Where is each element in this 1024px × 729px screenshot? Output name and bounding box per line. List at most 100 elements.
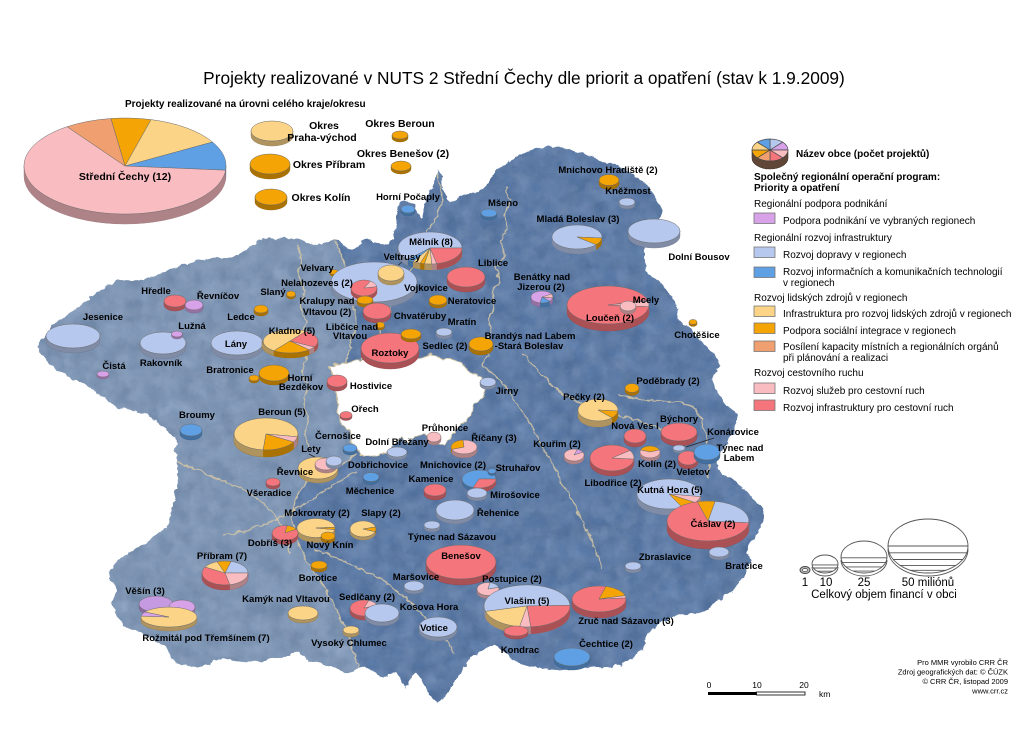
svg-text:Zbraslavice: Zbraslavice <box>639 552 691 563</box>
svg-text:Postupice (2): Postupice (2) <box>482 574 542 585</box>
svg-text:Týnec nad Sázavou: Týnec nad Sázavou <box>408 532 496 543</box>
svg-text:Rozvoj služeb pro cestovní ruc: Rozvoj služeb pro cestovní ruch <box>783 386 925 397</box>
svg-text:Sedlčany (2): Sedlčany (2) <box>339 592 395 603</box>
svg-text:Rozvoj dopravy v regionech: Rozvoj dopravy v regionech <box>783 250 906 261</box>
svg-text:-Stará Boleslav: -Stará Boleslav <box>495 341 564 352</box>
svg-text:Rožmitál pod Třemšínem (7): Rožmitál pod Třemšínem (7) <box>142 633 269 644</box>
svg-text:Bratronice: Bratronice <box>206 365 254 376</box>
svg-text:Podpora sociální integrace v r: Podpora sociální integrace v regionech <box>783 326 956 337</box>
svg-text:Veltrusy: Veltrusy <box>384 252 422 263</box>
svg-text:Okres Příbram: Okres Příbram <box>293 159 365 171</box>
svg-text:Beroun (5): Beroun (5) <box>258 407 306 418</box>
svg-text:Okres Kolín: Okres Kolín <box>292 192 351 204</box>
svg-text:Příbram (7): Příbram (7) <box>197 551 247 562</box>
svg-text:Říčany (3): Říčany (3) <box>471 432 516 444</box>
svg-text:Velvary: Velvary <box>300 263 334 274</box>
svg-text:Ledce: Ledce <box>227 312 254 323</box>
svg-text:Název obce (počet projektů): Název obce (počet projektů) <box>796 148 929 160</box>
svg-text:Poděbrady (2): Poděbrady (2) <box>636 376 699 387</box>
svg-text:Rakovník: Rakovník <box>140 358 183 369</box>
svg-text:Borotice: Borotice <box>299 573 338 584</box>
svg-text:Libčice nad: Libčice nad <box>326 322 378 333</box>
svg-text:Mnichovo Hradiště (2): Mnichovo Hradiště (2) <box>558 165 657 176</box>
svg-text:Měchenice: Měchenice <box>346 486 395 497</box>
svg-text:Chvatěruby: Chvatěruby <box>394 311 447 322</box>
svg-text:Čistá: Čistá <box>102 360 126 372</box>
svg-text:Vltavou: Vltavou <box>333 331 368 342</box>
svg-text:Vltavou (2): Vltavou (2) <box>303 307 352 318</box>
svg-text:Vojkovice: Vojkovice <box>404 283 448 294</box>
svg-text:Horní: Horní <box>288 373 313 384</box>
svg-text:Nelahozeves (2): Nelahozeves (2) <box>281 278 353 289</box>
svg-text:Labem: Labem <box>724 453 755 464</box>
svg-text:při plánování a realizaci: při plánování a realizaci <box>783 353 888 364</box>
svg-text:Vysoký Chlumec: Vysoký Chlumec <box>311 638 387 649</box>
svg-text:10: 10 <box>752 680 762 690</box>
svg-text:Kladno (5): Kladno (5) <box>269 326 315 337</box>
svg-text:Dobříš (3): Dobříš (3) <box>248 538 292 549</box>
svg-text:km: km <box>819 689 830 699</box>
svg-text:Pečky (2): Pečky (2) <box>563 392 605 403</box>
svg-text:Řehenice: Řehenice <box>477 507 519 519</box>
svg-text:Kralupy nad: Kralupy nad <box>300 296 355 307</box>
svg-text:Loučeň (2): Loučeň (2) <box>586 313 634 324</box>
svg-text:Čáslav (2): Čáslav (2) <box>691 518 736 530</box>
svg-text:Lety: Lety <box>301 444 321 455</box>
svg-text:Sedlec (2): Sedlec (2) <box>423 341 468 352</box>
svg-text:Rozvoj informačních a komunika: Rozvoj informačních a komunikačních tech… <box>783 267 1003 278</box>
svg-text:25: 25 <box>858 577 871 589</box>
svg-text:Okres: Okres <box>309 120 339 132</box>
svg-text:Infrastruktura pro rozvoj lids: Infrastruktura pro rozvoj lidských zdroj… <box>783 308 1011 320</box>
svg-text:20: 20 <box>799 680 809 690</box>
svg-text:Rozvoj infrastruktury pro cest: Rozvoj infrastruktury pro cestovní ruch <box>783 403 954 414</box>
svg-text:Býchory: Býchory <box>660 414 699 425</box>
svg-text:Struhařov: Struhařov <box>496 463 542 474</box>
svg-text:Řevnice: Řevnice <box>277 466 313 478</box>
svg-text:Broumy: Broumy <box>179 410 216 421</box>
svg-text:Jesenice: Jesenice <box>83 312 123 323</box>
svg-text:Jirny: Jirny <box>496 386 519 397</box>
svg-text:Kněžmost: Kněžmost <box>605 186 651 197</box>
svg-text:Týnec nad: Týnec nad <box>717 443 764 454</box>
svg-text:Černošice: Černošice <box>315 430 361 442</box>
svg-text:Kutná Hora (5): Kutná Hora (5) <box>637 485 702 496</box>
svg-text:Projekty realizované v NUTS 2: Projekty realizované v NUTS 2 Střední Če… <box>203 68 845 88</box>
svg-text:Čechtice (2): Čechtice (2) <box>579 638 633 650</box>
svg-text:Benešov: Benešov <box>441 551 481 562</box>
svg-text:Roztoky: Roztoky <box>372 348 410 359</box>
svg-text:www.crr.cz: www.crr.cz <box>971 687 1008 696</box>
svg-text:Okres Beroun: Okres Beroun <box>365 118 434 130</box>
svg-text:Neratovice: Neratovice <box>448 296 497 307</box>
svg-text:Řevníčov: Řevníčov <box>197 290 240 302</box>
svg-text:Mnichovice (2): Mnichovice (2) <box>420 460 486 471</box>
svg-text:Nový Knín: Nový Knín <box>307 540 354 551</box>
svg-text:Lužná: Lužná <box>178 321 206 332</box>
svg-text:Pro MMR vyrobilo CRR ČR: Pro MMR vyrobilo CRR ČR <box>917 658 1008 667</box>
svg-text:Mladá Boleslav (3): Mladá Boleslav (3) <box>537 214 620 225</box>
svg-text:Hostivice: Hostivice <box>350 381 392 392</box>
svg-text:Hředle: Hředle <box>141 286 171 297</box>
svg-text:Všeradice: Všeradice <box>247 488 292 499</box>
svg-text:Rozvoj cestovního ruchu: Rozvoj cestovního ruchu <box>754 368 864 379</box>
svg-text:Dolní Břežany: Dolní Břežany <box>365 437 429 448</box>
svg-text:Projekty realizované na úrovni: Projekty realizované na úrovni celého kr… <box>125 99 366 110</box>
svg-text:Věšín (3): Věšín (3) <box>125 586 165 597</box>
svg-text:Kosova Hora: Kosova Hora <box>400 602 459 613</box>
svg-text:Mratín: Mratín <box>448 317 477 328</box>
svg-text:Chotěšice: Chotěšice <box>674 330 719 341</box>
svg-text:Priority a opatření: Priority a opatření <box>754 183 841 194</box>
svg-text:Horní Počaply: Horní Počaply <box>376 192 441 203</box>
svg-text:Posílení kapacity místních a r: Posílení kapacity místních a regionálníc… <box>783 341 999 353</box>
svg-text:1: 1 <box>802 577 808 589</box>
svg-text:0: 0 <box>707 680 712 690</box>
svg-text:Nová Ves I: Nová Ves I <box>611 421 659 432</box>
svg-text:Zdroj geografických dat: © ČÚZ: Zdroj geografických dat: © ČÚZK <box>898 668 1008 677</box>
svg-text:Libodřice (2): Libodřice (2) <box>584 478 641 489</box>
svg-text:Střední Čechy (12): Střední Čechy (12) <box>79 170 171 183</box>
svg-text:Konárovice: Konárovice <box>707 427 759 438</box>
svg-text:Jizerou (2): Jizerou (2) <box>517 282 565 293</box>
svg-text:Okres Benešov (2): Okres Benešov (2) <box>357 148 449 160</box>
svg-text:Mělník (8): Mělník (8) <box>409 237 453 248</box>
svg-text:Mirošovice: Mirošovice <box>490 490 540 501</box>
svg-text:Kouřim (2): Kouřim (2) <box>533 439 581 450</box>
